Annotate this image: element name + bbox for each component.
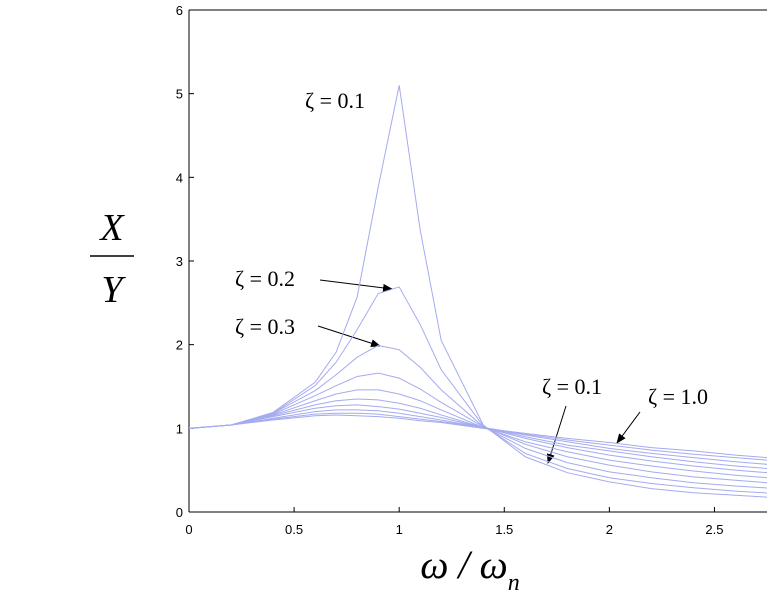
x-label-main: ω / ω: [420, 542, 508, 587]
series-line: [189, 404, 767, 469]
series-line: [189, 344, 767, 489]
annotation: ζ = 0.2: [235, 266, 295, 291]
y-tick-label: 6: [176, 3, 183, 18]
y-tick-label: 2: [176, 338, 183, 353]
series-line: [189, 409, 767, 465]
x-tick-label: 1: [396, 522, 403, 537]
y-label-bottom: Y: [101, 269, 126, 311]
x-tick-label: 0.5: [285, 522, 303, 537]
plot-area: [189, 85, 767, 498]
annotation: ζ = 1.0: [648, 384, 708, 409]
y-tick-label: 5: [176, 87, 183, 102]
series-line: [189, 85, 767, 498]
arrow: [546, 405, 567, 464]
x-axis-label: ω / ωn: [420, 542, 520, 596]
x-tick-label: 2.5: [705, 522, 723, 537]
series-line: [189, 414, 767, 459]
arrow: [317, 325, 381, 348]
x-tick-label: 0: [185, 522, 192, 537]
series-line: [189, 286, 767, 494]
series-line: [189, 372, 767, 484]
annotation: ζ = 0.1: [305, 88, 365, 113]
y-tick-label: 3: [176, 254, 183, 269]
y-tick-label: 0: [176, 505, 183, 520]
arrow: [319, 279, 393, 292]
y-axis-label: X Y: [90, 207, 134, 311]
x-tick-label: 1.5: [495, 522, 513, 537]
y-label-top: X: [98, 207, 125, 249]
arrow: [616, 411, 641, 444]
series-line: [189, 398, 767, 474]
annotation: ζ = 0.3: [235, 314, 295, 339]
y-tick-label: 4: [176, 170, 183, 185]
y-tick-label: 1: [176, 421, 183, 436]
x-tick-label: 2: [606, 522, 613, 537]
annotation: ζ = 0.1: [542, 374, 602, 399]
x-label-sub: n: [508, 570, 520, 596]
series-line: [189, 389, 767, 479]
series-line: [189, 412, 767, 461]
